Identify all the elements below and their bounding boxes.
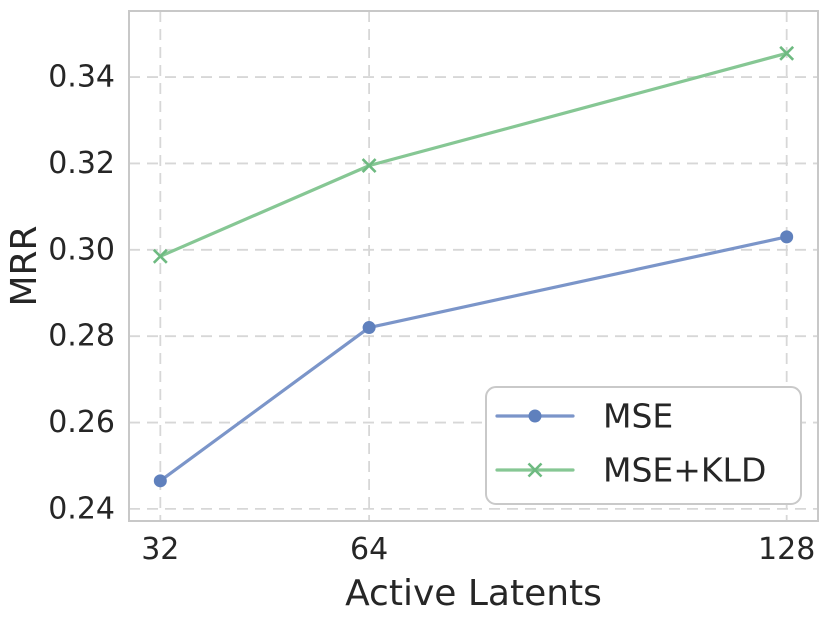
data-point-mse — [362, 321, 376, 335]
y-tick-label: 0.26 — [48, 405, 115, 440]
legend-label-mse: MSE — [603, 397, 673, 436]
data-point-mse-kld — [361, 158, 377, 174]
legend-label-mse-kld: MSE+KLD — [603, 451, 766, 490]
grid-layer — [129, 11, 818, 521]
x-marker-stroke — [361, 158, 377, 174]
y-tick-label: 0.30 — [48, 232, 115, 267]
x-tick-label: 32 — [141, 532, 179, 567]
y-tick-label: 0.32 — [48, 146, 115, 181]
x-axis-label: Active Latents — [345, 573, 602, 614]
series-layer — [152, 45, 795, 488]
y-tick-label: 0.24 — [48, 491, 115, 526]
data-point-mse — [780, 230, 794, 244]
x-marker-stroke — [152, 248, 168, 264]
legend-marker — [528, 409, 542, 423]
x-marker-stroke — [779, 45, 795, 61]
legend-marker — [527, 462, 543, 478]
y-tick-label: 0.28 — [48, 319, 115, 354]
series-line-mse-kld — [158, 51, 789, 258]
data-point-mse-kld — [779, 45, 795, 61]
y-axis-label: MRR — [4, 225, 45, 306]
y-tick-label: 0.34 — [48, 60, 115, 95]
x-marker-stroke — [527, 462, 543, 478]
tick-layer: 0.24 0.26 0.28 0.30 0.32 0.34 32 64 128 — [48, 60, 815, 567]
data-point-mse — [153, 474, 167, 488]
plot-border — [128, 10, 819, 522]
legend: MSE MSE+KLD — [485, 386, 802, 505]
x-tick-label: 128 — [758, 532, 815, 567]
data-point-mse-kld — [152, 248, 168, 264]
x-tick-label: 64 — [350, 532, 388, 567]
